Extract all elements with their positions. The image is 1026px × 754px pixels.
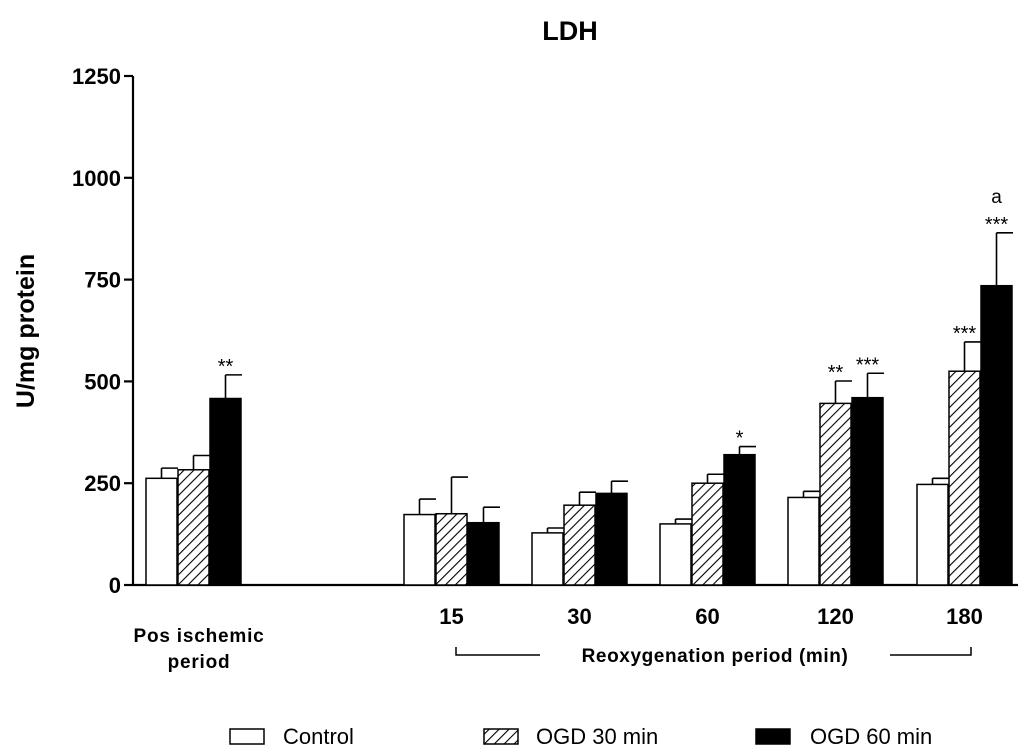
bar-white-3 [659,523,692,586]
bar-hatched-2 [563,504,596,586]
significance-annotation: ** [828,362,844,384]
legend-swatch-ogd30 [483,728,519,745]
bar-solid-4 [851,396,884,586]
x-category-label: 15 [439,604,463,629]
significance-annotation: *** [953,323,977,345]
bar-solid-1 [467,521,500,586]
x-category-label: 180 [946,604,983,629]
y-tick-label: 250 [84,471,121,496]
y-tick-label: 1000 [72,166,121,191]
bar-hatched-0 [177,469,210,586]
y-tick-label: 1250 [72,64,121,89]
x-category-label: period [168,652,231,673]
bar-solid-0 [209,397,242,586]
y-tick-label: 0 [109,573,121,598]
y-tick-label: 750 [84,268,121,293]
y-tick-label: 500 [84,369,121,394]
x-axis-category-labels: Pos ischemic period 15 30 60 120 180 [133,604,982,673]
legend-label-ogd30: OGD 30 min [536,724,658,749]
bar-solid-5 [980,284,1013,586]
legend-label-ogd60: OGD 60 min [810,724,932,749]
bar-hatched-5 [948,370,981,586]
bar-white-5 [916,483,949,586]
y-axis-label: U/mg protein [12,254,40,408]
bar-hatched-4 [819,402,852,586]
x-category-label: 120 [817,604,854,629]
reoxygenation-bracket-left [455,647,540,656]
reoxygenation-group-label: Reoxygenation period (min) [582,646,849,667]
bar-white-2 [531,532,564,586]
legend-swatch-control [229,728,265,745]
reoxygenation-bracket-right [890,647,972,656]
bar-hatched-3 [691,482,724,586]
x-category-label: 60 [695,604,719,629]
x-category-label: 30 [567,604,591,629]
significance-annotation: *** [856,354,880,376]
significance-annotation: ** [218,356,234,378]
significance-annotation: a [991,187,1002,208]
x-category-label: Pos ischemic [133,626,264,647]
bar-white-1 [403,513,436,586]
legend-label-control: Control [283,724,354,749]
bar-solid-3 [723,453,756,586]
y-axis-ticks: 0 250 500 750 1000 1250 [72,64,133,598]
bar-white-4 [787,496,820,586]
bar-hatched-1 [435,512,468,586]
reoxygenation-bracket: Reoxygenation period (min) [455,646,972,667]
bars-layer: ***** *********a [145,187,1013,586]
significance-annotation: *** [985,214,1009,236]
bar-solid-2 [595,492,628,586]
significance-annotation: * [736,428,744,450]
legend-swatch-ogd60 [755,728,791,745]
bar-white-0 [145,477,178,586]
legend: Control OGD 30 min OGD 60 min [229,724,932,749]
chart-title: LDH [542,16,598,46]
